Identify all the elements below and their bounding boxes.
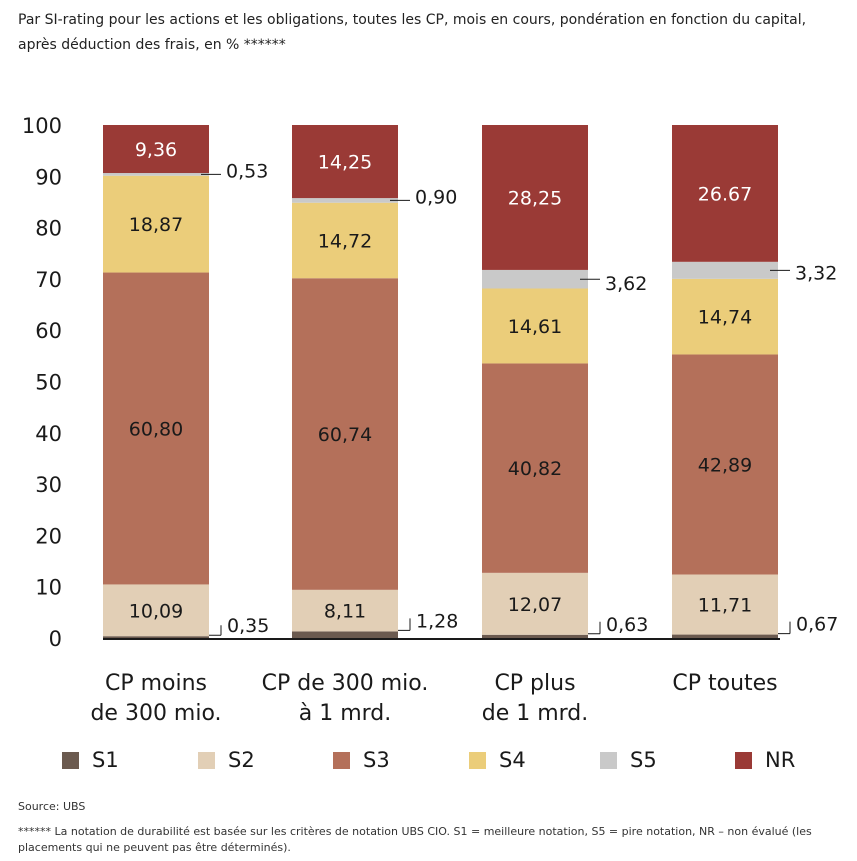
category-label: CP de 300 mio.	[262, 671, 429, 696]
y-tick-label: 100	[22, 114, 62, 138]
bar-segment-s4	[672, 278, 778, 355]
legend-swatch-s3	[333, 751, 350, 769]
legend-label-s1: S1	[92, 748, 119, 772]
data-label-s4: 14,72	[318, 230, 372, 252]
legend-item-s4: S4	[469, 748, 526, 772]
y-tick-label: 50	[35, 371, 62, 395]
legend-swatch-s5	[600, 751, 617, 769]
bar-segment-s2	[103, 584, 209, 637]
category-label: de 300 mio.	[90, 701, 221, 726]
data-label-s4: 14,61	[508, 316, 562, 338]
bar-segment-s4	[482, 288, 588, 364]
bar-segment-s3	[672, 354, 778, 575]
legend-label-s4: S4	[499, 748, 526, 772]
data-label-s2: 10,09	[129, 600, 183, 622]
y-tick-label: 40	[35, 422, 62, 446]
footnote: ****** La notation de durabilité est bas…	[18, 825, 812, 854]
stacked-bar-chart: 0 10 20 30 40 50 60 70 80 90 100 0,35 1,28 0,63 0,67 10…	[22, 114, 838, 726]
legend-label-s2: S2	[228, 748, 255, 772]
bar-segment-s4	[292, 202, 398, 279]
data-label-s3: 40,82	[508, 458, 562, 480]
y-tick-label: 70	[35, 268, 62, 292]
data-label-nr: 26.67	[698, 183, 752, 205]
legend-swatch-nr	[735, 751, 752, 769]
data-label-s1: 0,63	[606, 614, 648, 636]
bar-segment-nr	[103, 125, 209, 174]
category-label: CP moins	[105, 671, 207, 696]
y-tick-label: 0	[49, 627, 62, 651]
data-label-s1: 0,67	[796, 614, 838, 636]
bar-segment-s5	[292, 198, 398, 203]
bar-segment-s4	[103, 175, 209, 273]
bar-segment-s5	[672, 261, 778, 279]
legend-item-s5: S5	[600, 748, 657, 772]
data-label-s5: 3,32	[795, 262, 837, 284]
legend-label-nr: NR	[765, 748, 796, 772]
data-label-s3: 60,74	[318, 424, 372, 446]
legend: S1 S2 S3 S4 S5 NR	[62, 748, 852, 776]
legend-swatch-s4	[469, 751, 486, 769]
legend-label-s3: S3	[363, 748, 390, 772]
data-label-s3: 42,89	[698, 454, 752, 476]
y-tick-label: 20	[35, 524, 62, 548]
y-tick-label: 60	[35, 319, 62, 343]
bar-segment-s1	[292, 631, 398, 638]
bar-segment-s5	[103, 173, 209, 176]
bar-segment-s2	[482, 572, 588, 635]
legend-item-s2: S2	[198, 748, 255, 772]
data-label-nr: 14,25	[318, 152, 372, 174]
category-label: de 1 mrd.	[482, 701, 589, 726]
data-label-s2: 11,71	[698, 595, 752, 617]
data-label-s4: 14,74	[698, 307, 752, 329]
data-label-s1: 0,35	[227, 615, 269, 637]
category-label: CP toutes	[672, 671, 777, 696]
data-label-s5: 0,53	[226, 160, 268, 182]
data-label-s3: 60,80	[129, 418, 183, 440]
data-label-s5: 3,62	[605, 273, 647, 295]
bar-segment-s1	[672, 634, 778, 638]
bar-segment-nr	[482, 125, 588, 270]
data-label-s5: 0,90	[415, 186, 457, 208]
bar-segment-s5	[482, 269, 588, 289]
y-tick-label: 80	[35, 217, 62, 241]
data-label-s4: 18,87	[129, 214, 183, 236]
category-label: à 1 mrd.	[299, 701, 392, 726]
bar-segment-s3	[482, 363, 588, 573]
data-label-s2: 12,07	[508, 594, 562, 616]
chart-subtitle: Par SI-rating pour les actions et les ob…	[18, 12, 807, 53]
y-tick-label: 10	[35, 576, 62, 600]
data-label-s2: 8,11	[324, 601, 366, 623]
bar-segment-nr	[672, 125, 778, 262]
legend-item-nr: NR	[735, 748, 795, 772]
bar-segment-s3	[103, 272, 209, 585]
legend-item-s3: S3	[333, 748, 390, 772]
data-label-nr: 9,36	[135, 139, 177, 161]
source-note: Source: UBS	[18, 800, 86, 813]
y-tick-label: 90	[35, 165, 62, 189]
legend-item-s1: S1	[62, 748, 119, 772]
bar-segment-s1	[482, 634, 588, 638]
bar-segment-s3	[292, 278, 398, 590]
y-tick-label: 30	[35, 473, 62, 497]
bar-segment-s2	[672, 574, 778, 635]
bar-segment-s2	[292, 589, 398, 632]
legend-swatch-s1	[62, 751, 79, 769]
data-label-s1: 1,28	[416, 610, 458, 632]
category-label: CP plus	[494, 671, 575, 696]
bar-segment-s1	[103, 636, 209, 638]
bar-segment-nr	[292, 125, 398, 199]
legend-label-s5: S5	[630, 748, 657, 772]
data-label-nr: 28,25	[508, 187, 562, 209]
legend-swatch-s2	[198, 751, 215, 769]
